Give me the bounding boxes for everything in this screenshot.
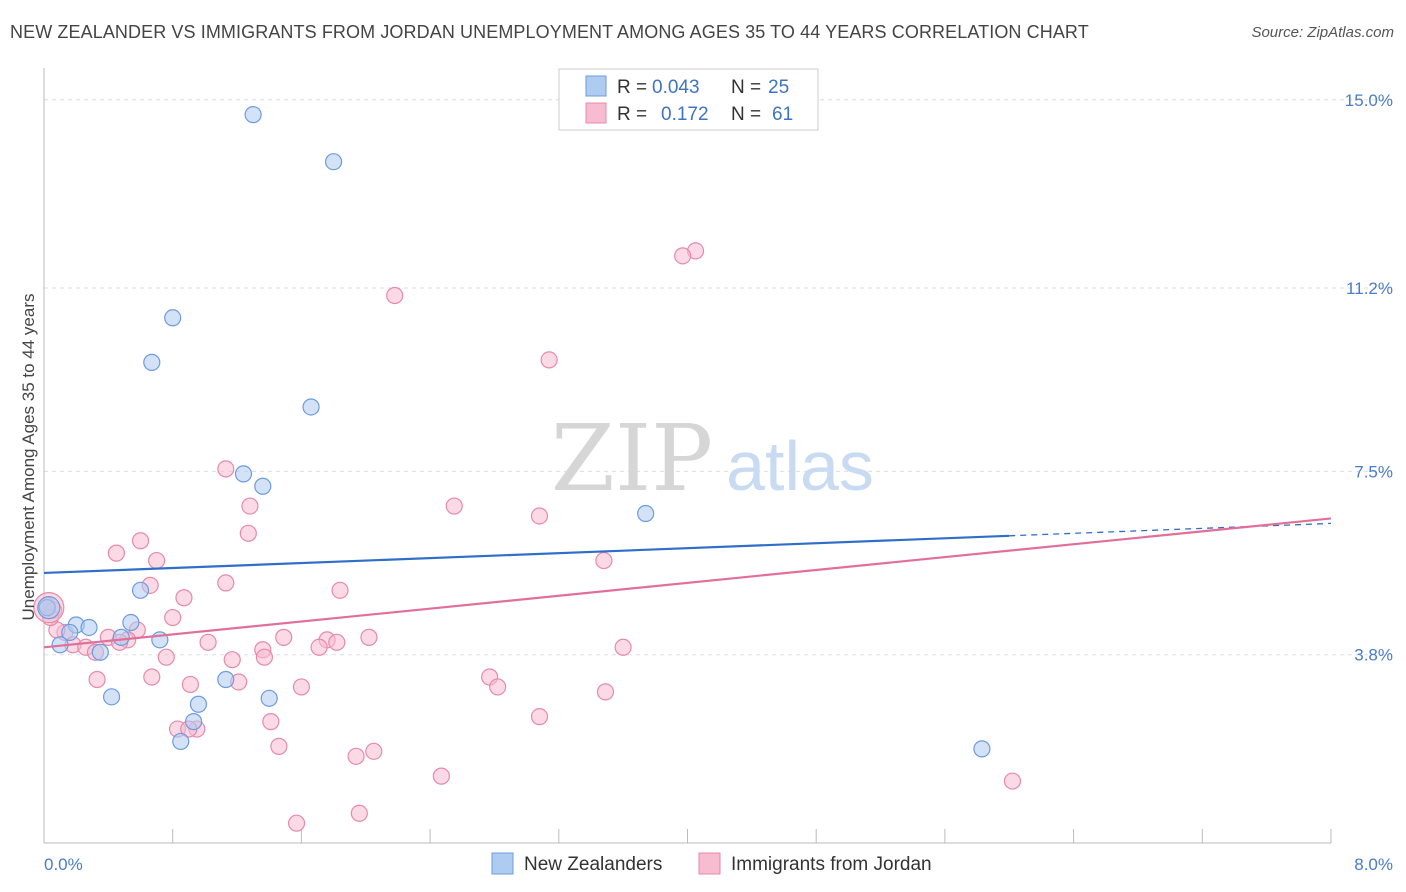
data-point — [530, 708, 549, 726]
data-point — [365, 742, 383, 760]
trend-line-new-zealanders — [43, 534, 1010, 575]
series-new-zealanders — [37, 106, 991, 758]
correlation-legend: R = 0.043 N = 25 R = 0.172 N = 61 — [558, 68, 819, 131]
tick-labels: 3.8% 7.5% 11.2% 15.0% 0.0% 8.0% — [44, 91, 1393, 874]
data-point — [292, 678, 310, 696]
data-point — [614, 638, 632, 656]
data-point — [360, 628, 378, 646]
data-point — [107, 544, 125, 562]
data-point — [217, 670, 235, 689]
data-point — [244, 106, 262, 124]
x-tick-label-min: 0.0% — [44, 855, 83, 874]
data-point — [217, 574, 235, 592]
data-point — [637, 504, 655, 523]
data-point — [239, 524, 257, 542]
data-point — [254, 477, 272, 495]
data-point — [350, 804, 368, 822]
data-point — [131, 532, 150, 550]
data-point — [88, 670, 106, 689]
data-point — [331, 581, 349, 599]
data-point — [199, 633, 217, 651]
data-point — [148, 551, 166, 570]
data-point — [530, 507, 549, 525]
data-point — [223, 651, 241, 669]
data-point — [270, 737, 288, 755]
data-point — [172, 732, 190, 751]
data-point — [255, 648, 273, 666]
data-point — [674, 247, 692, 265]
data-point — [489, 678, 507, 696]
data-point — [112, 628, 130, 646]
data-point — [164, 608, 182, 627]
data-point — [80, 618, 98, 637]
data-point — [175, 589, 193, 607]
data-point — [596, 683, 615, 701]
data-point — [37, 596, 61, 620]
gridlines — [44, 99, 1391, 656]
y-tick-label: 15.0% — [1345, 91, 1393, 110]
watermark: ZIP atlas — [551, 405, 874, 512]
legend-r-label-1: R = — [617, 104, 647, 125]
data-point — [102, 688, 121, 706]
data-point — [347, 747, 365, 765]
data-point — [61, 623, 79, 642]
data-point — [262, 713, 280, 731]
legend-swatch-new-zealanders — [585, 75, 607, 97]
y-axis-label: Unemployment Among Ages 35 to 44 years — [19, 294, 38, 621]
legend-swatch-immigrants-from-jordan — [585, 102, 607, 124]
y-tick-label: 3.8% — [1354, 646, 1393, 665]
data-point — [328, 633, 346, 651]
trend-lines — [43, 517, 1332, 649]
data-point — [595, 551, 613, 570]
data-point — [324, 153, 343, 171]
data-point — [1003, 772, 1022, 790]
data-point — [91, 643, 109, 661]
data-point — [302, 398, 320, 416]
bottom-legend-swatch-new-zealanders — [491, 852, 514, 875]
data-point — [445, 497, 463, 515]
data-point — [181, 675, 199, 694]
data-point — [241, 497, 259, 515]
data-point — [122, 613, 140, 632]
data-point — [540, 351, 558, 369]
data-point — [432, 767, 450, 785]
legend-r-value-1: 0.172 — [661, 104, 709, 125]
bottom-legend-label-new-zealanders: New Zealanders — [524, 854, 662, 875]
legend-n-value-0: 25 — [768, 77, 789, 98]
data-point — [185, 713, 203, 731]
data-point — [973, 740, 991, 758]
data-point — [234, 465, 253, 483]
data-point — [189, 695, 208, 713]
legend-n-value-1: 61 — [772, 104, 793, 125]
y-tick-label: 11.2% — [1346, 279, 1393, 298]
data-point — [217, 460, 235, 478]
data-point — [143, 668, 161, 686]
legend-r-value-0: 0.043 — [652, 77, 700, 98]
data-point — [131, 581, 150, 599]
watermark-atlas: atlas — [726, 427, 874, 505]
data-point — [157, 648, 175, 666]
data-point — [386, 286, 404, 305]
trend-line-new-zealanders-extension — [1009, 522, 1332, 537]
data-point — [260, 689, 278, 707]
data-point — [143, 353, 161, 371]
chart-title: NEW ZEALANDER VS IMMIGRANTS FROM JORDAN … — [10, 22, 1089, 42]
data-point — [164, 309, 182, 327]
source-credit: Source: ZipAtlas.com — [1251, 24, 1394, 41]
watermark-zip: ZIP — [551, 405, 713, 512]
x-tick-label-max: 8.0% — [1354, 855, 1393, 874]
bottom-legend-label-immigrants-from-jordan: Immigrants from Jordan — [731, 854, 932, 875]
data-point — [310, 638, 328, 656]
series-legend: New Zealanders Immigrants from Jordan — [491, 852, 932, 875]
trend-line-immigrants-from-jordan — [43, 517, 1332, 649]
axes — [43, 68, 1332, 844]
y-tick-label: 7.5% — [1354, 462, 1393, 481]
data-point — [287, 814, 306, 832]
legend-n-label-1: N = — [731, 104, 761, 125]
data-point — [275, 628, 293, 646]
legend-r-label-0: R = — [617, 77, 647, 98]
legend-n-label-0: N = — [731, 77, 761, 98]
bottom-legend-swatch-immigrants-from-jordan — [698, 852, 721, 875]
